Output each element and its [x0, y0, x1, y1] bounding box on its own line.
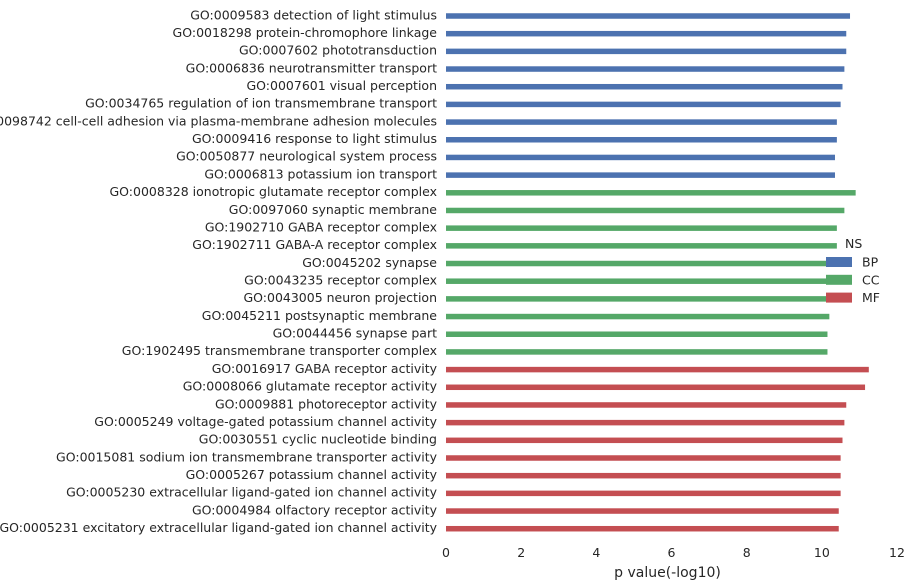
bar-go-0005231 — [446, 525, 839, 532]
x-tick-label: 2 — [517, 545, 525, 560]
legend-title: NS — [845, 236, 862, 251]
x-tick-label: 6 — [668, 545, 676, 560]
bar-go-1902711 — [446, 243, 837, 249]
bar-go-0004984 — [446, 508, 839, 514]
category-label: GO:0005231 excitatory extracellular liga… — [0, 520, 438, 535]
bar-go-0009583 — [446, 13, 851, 19]
category-label: GO:0044456 synapse part — [273, 326, 437, 341]
bar-go-0018298 — [446, 30, 847, 37]
x-tick-label: 0 — [442, 545, 450, 560]
category-label: GO:0015081 sodium ion transmembrane tran… — [56, 449, 438, 464]
category-label: GO:0009881 photoreceptor activity — [215, 396, 438, 411]
category-label: GO:0098742 cell-cell adhesion via plasma… — [0, 113, 437, 128]
category-label: GO:0005267 potassium channel activity — [186, 467, 438, 482]
category-label: GO:0008066 glutamate receptor activity — [183, 379, 438, 394]
category-label: GO:0007601 visual perception — [246, 78, 437, 93]
bar-go-0034765 — [446, 101, 841, 108]
bar-go-0097060 — [446, 207, 845, 214]
category-label: GO:1902495 transmembrane transporter com… — [122, 343, 437, 358]
category-label: GO:0009416 response to light stimulus — [192, 131, 437, 146]
bar-go-0045202 — [446, 260, 832, 267]
category-label: GO:0016917 GABA receptor activity — [212, 361, 438, 376]
x-tick-label: 8 — [743, 545, 751, 560]
bar-go-0006836 — [446, 66, 845, 72]
bar-go-0005230 — [446, 490, 841, 497]
category-label: GO:0050877 neurological system process — [176, 149, 437, 164]
category-label: GO:0018298 protein-chromophore linkage — [173, 25, 438, 40]
category-label: GO:0045202 synapse — [302, 255, 437, 270]
category-label: GO:0005249 voltage-gated potassium chann… — [94, 414, 437, 429]
legend-swatch-mf — [826, 292, 852, 303]
category-label: GO:1902711 GABA-A receptor complex — [192, 237, 437, 252]
category-label: GO:0009583 detection of light stimulus — [190, 7, 437, 22]
bar-go-1902495 — [446, 349, 828, 355]
bars-layer — [446, 13, 869, 532]
bar-go-0043235 — [446, 278, 832, 284]
bar-go-0009881 — [446, 402, 847, 408]
x-tick-label: 10 — [814, 545, 830, 560]
x-tick-label: 4 — [592, 545, 600, 560]
category-label: GO:0030551 cyclic nucleotide binding — [199, 432, 437, 447]
x-tick-label: 12 — [889, 545, 905, 560]
category-label: GO:0007602 phototransduction — [239, 43, 437, 58]
bar-go-0050877 — [446, 154, 835, 161]
legend-label-cc: CC — [862, 272, 880, 287]
bar-go-0030551 — [446, 437, 843, 444]
bar-go-0016917 — [446, 366, 869, 373]
bar-go-0045211 — [446, 313, 830, 320]
legend-swatch-cc — [826, 274, 852, 285]
category-label: GO:0043235 receptor complex — [244, 273, 437, 288]
category-label: GO:0005230 extracellular ligand-gated io… — [66, 485, 438, 500]
bar-go-0007602 — [446, 48, 847, 55]
bar-go-0008066 — [446, 384, 866, 391]
bar-go-0098742 — [446, 119, 837, 125]
bar-go-0043005 — [446, 296, 830, 302]
category-label: GO:0097060 synaptic membrane — [229, 202, 438, 217]
legend-label-bp: BP — [862, 255, 879, 270]
category-label: GO:1902710 GABA receptor complex — [205, 219, 437, 234]
legend-swatch-bp — [826, 257, 852, 267]
bar-go-0005249 — [446, 419, 845, 426]
category-label: GO:0006836 neurotransmitter transport — [186, 60, 437, 75]
legend-label-mf: MF — [862, 290, 880, 305]
category-label: GO:0034765 regulation of ion transmembra… — [85, 96, 437, 111]
bar-go-1902710 — [446, 225, 837, 231]
category-label: GO:0043005 neuron projection — [243, 290, 437, 305]
bar-go-0015081 — [446, 455, 841, 461]
bar-go-0005267 — [446, 472, 841, 479]
bar-go-0044456 — [446, 331, 828, 337]
category-label: GO:0004984 olfactory receptor activity — [192, 502, 438, 517]
x-axis: p value(-log10) 0 2 4 6 8 10 12 — [442, 545, 905, 581]
bar-go-0006813 — [446, 172, 835, 178]
category-label: GO:0045211 postsynaptic membrane — [202, 308, 438, 323]
category-label: GO:0006813 potassium ion transport — [204, 166, 437, 181]
category-label: GO:0008328 ionotropic glutamate receptor… — [110, 184, 438, 199]
legend: NS BP CC MF — [826, 236, 880, 305]
bar-go-0007601 — [446, 83, 843, 90]
category-labels: GO:0009583 detection of light stimulus GO… — [0, 7, 438, 535]
x-axis-title: p value(-log10) — [614, 565, 721, 581]
bar-go-0009416 — [446, 137, 837, 143]
bar-go-0008328 — [446, 190, 856, 196]
